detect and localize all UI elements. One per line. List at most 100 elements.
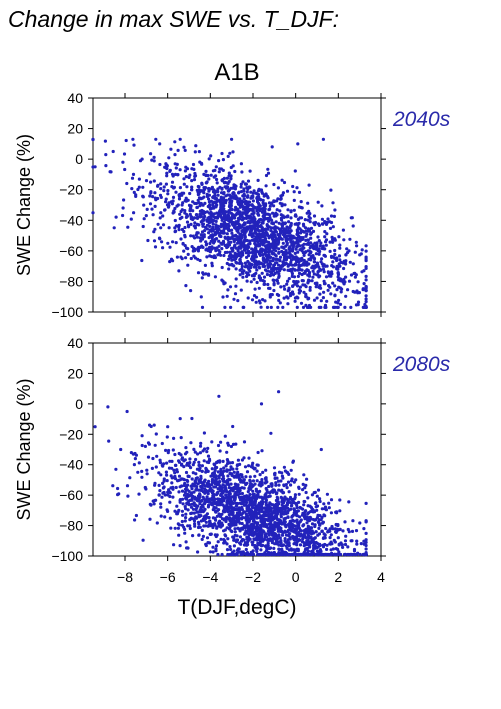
data-point	[294, 258, 298, 262]
data-point	[230, 523, 234, 527]
data-point	[248, 239, 252, 243]
data-point	[166, 451, 170, 455]
data-point	[207, 231, 211, 235]
data-point	[93, 165, 97, 169]
data-point	[317, 532, 322, 536]
data-point	[246, 220, 250, 224]
data-point	[229, 529, 233, 533]
data-point	[162, 479, 166, 483]
data-point	[245, 271, 250, 275]
data-point	[207, 197, 211, 201]
data-point	[209, 532, 213, 537]
data-point	[336, 536, 340, 540]
data-point	[166, 205, 171, 209]
data-point	[248, 501, 252, 505]
data-point	[314, 530, 318, 534]
data-point	[158, 461, 163, 465]
data-point	[232, 544, 236, 548]
data-point	[298, 236, 302, 240]
data-point	[201, 490, 205, 494]
data-point	[199, 233, 203, 237]
data-point	[149, 152, 153, 156]
data-point	[293, 548, 298, 552]
data-point	[227, 493, 231, 498]
data-point	[258, 523, 263, 527]
data-point	[295, 245, 299, 249]
data-point	[280, 218, 284, 222]
data-point	[108, 170, 112, 174]
data-point	[122, 198, 126, 202]
data-point	[162, 485, 166, 489]
data-point	[173, 172, 178, 176]
data-point	[241, 180, 245, 184]
data-point	[171, 495, 175, 499]
data-point	[248, 200, 252, 204]
data-point	[158, 216, 162, 220]
data-point	[315, 546, 319, 550]
data-point	[356, 300, 361, 304]
data-point	[258, 204, 262, 208]
data-point	[304, 490, 308, 495]
data-point	[196, 504, 200, 508]
data-point	[202, 188, 206, 193]
data-point	[242, 478, 246, 482]
data-point	[158, 489, 162, 493]
data-point	[344, 534, 348, 538]
data-point	[281, 193, 285, 197]
data-point	[297, 190, 302, 194]
data-point	[167, 156, 171, 160]
data-point	[214, 493, 219, 497]
data-point	[177, 197, 182, 201]
data-point	[269, 524, 273, 528]
data-point	[298, 257, 302, 261]
data-point	[221, 495, 225, 499]
data-point	[232, 470, 236, 474]
data-point	[132, 143, 136, 147]
data-point	[192, 484, 196, 488]
y-tick-label: −60	[59, 487, 83, 503]
data-point	[178, 478, 182, 482]
data-point	[280, 249, 284, 254]
data-point	[303, 486, 307, 490]
data-point	[134, 194, 138, 198]
data-point	[198, 502, 202, 506]
data-point	[265, 488, 269, 492]
data-point	[237, 495, 241, 499]
data-point	[293, 299, 297, 303]
data-point	[273, 213, 277, 217]
data-point	[232, 297, 236, 301]
data-point	[196, 550, 200, 554]
data-point	[206, 541, 210, 545]
data-point	[269, 226, 273, 230]
data-point	[229, 305, 233, 309]
data-point	[159, 505, 163, 509]
data-point	[262, 203, 266, 207]
data-point	[131, 137, 135, 141]
data-point	[211, 195, 215, 199]
data-point	[290, 274, 294, 278]
data-point	[291, 513, 295, 518]
data-point	[140, 434, 144, 438]
data-point	[280, 533, 285, 537]
data-point	[298, 244, 302, 248]
data-point	[231, 489, 235, 493]
data-point	[176, 203, 180, 207]
data-point	[254, 271, 258, 275]
data-point	[320, 529, 324, 533]
data-point	[230, 207, 234, 212]
data-point	[292, 508, 296, 512]
x-tick-label: −2	[245, 569, 261, 585]
data-point	[239, 288, 243, 292]
data-point	[285, 486, 289, 490]
data-point	[186, 508, 190, 512]
data-point	[209, 173, 213, 177]
data-point	[277, 237, 282, 241]
data-point	[234, 194, 238, 198]
data-point	[126, 494, 130, 498]
data-point	[191, 534, 195, 538]
data-point	[297, 492, 301, 496]
data-point	[336, 271, 340, 275]
data-point	[305, 268, 309, 272]
data-point	[300, 272, 304, 277]
data-point	[186, 247, 190, 251]
